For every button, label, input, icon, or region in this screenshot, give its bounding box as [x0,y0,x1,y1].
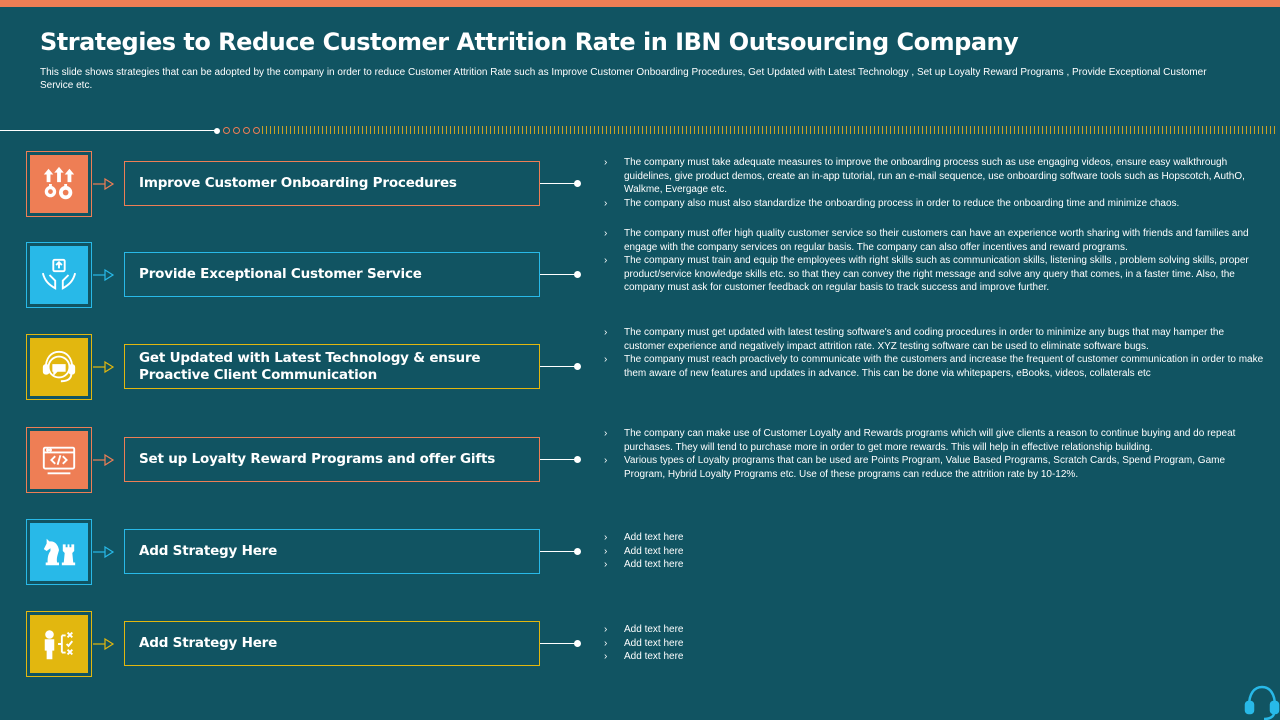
arrow-right-icon [93,268,115,282]
strategy-row: Add Strategy Here [0,519,1280,585]
connector-dot [574,271,581,278]
strategy-row: Provide Exceptional Customer Service [0,242,1280,308]
headset-icon [1244,685,1280,720]
strategy-row: Improve Customer Onboarding Procedures [0,151,1280,217]
divider-line [0,130,218,131]
arrow-right-icon [93,453,115,467]
strategy-label: Get Updated with Latest Technology & ens… [124,344,540,389]
strategy-icon-frame [26,611,92,677]
connector-dot [574,548,581,555]
strategy-details: The company must offer high quality cust… [604,227,1264,295]
bullet-item: Add text here [604,545,1264,559]
strategy-label: Set up Loyalty Reward Programs and offer… [124,437,540,482]
strategy-icon-frame [26,242,92,308]
page-subtitle: This slide shows strategies that can be … [40,67,1207,91]
hands-care-icon [41,258,77,290]
divider-dots [214,127,260,134]
bullet-item: The company must offer high quality cust… [604,227,1264,254]
strategy-details: Add text here Add text here Add text her… [604,623,1264,664]
bullet-item: The company can make use of Customer Loy… [604,427,1264,454]
strategy-details: Add text here Add text here Add text her… [604,531,1264,572]
arrow-right-icon [93,360,115,374]
bullet-item: The company must get updated with latest… [604,326,1264,353]
connector-line [540,551,578,552]
connector-dot [574,640,581,647]
connector-dot [574,180,581,187]
bullet-item: Add text here [604,637,1264,651]
connector-line [540,459,578,460]
bullet-item: Various types of Loyalty programs that c… [604,454,1264,481]
bullet-item: Add text here [604,623,1264,637]
strategy-icon-frame [26,519,92,585]
headset-support-icon [42,350,76,383]
arrow-right-icon [93,177,115,191]
strategy-icon-frame [26,151,92,217]
bullet-item: Add text here [604,558,1264,572]
code-window-icon [42,446,76,475]
connector-dot [574,363,581,370]
strategy-row: Get Updated with Latest Technology & ens… [0,334,1280,400]
chess-pieces-icon [43,538,76,566]
bullet-item: The company also must also standardize t… [604,197,1264,211]
strategy-label: Provide Exceptional Customer Service [124,252,540,297]
top-accent-bar [0,0,1280,7]
arrow-right-icon [93,637,115,651]
strategy-row: Add Strategy Here [0,611,1280,677]
arrow-right-icon [93,545,115,559]
gears-arrows-icon [43,166,75,200]
strategy-details: The company can make use of Customer Loy… [604,427,1264,481]
strategy-icon-frame [26,334,92,400]
connector-line [540,366,578,367]
divider-hatch [262,126,1278,134]
strategy-plan-icon [44,630,74,660]
bullet-item: The company must reach proactively to co… [604,353,1264,380]
strategy-icon-frame [26,427,92,493]
bullet-item: The company must train and equip the emp… [604,254,1264,295]
connector-line [540,183,578,184]
strategy-details: The company must take adequate measures … [604,156,1264,210]
connector-dot [574,456,581,463]
strategy-label: Add Strategy Here [124,529,540,574]
strategy-label: Add Strategy Here [124,621,540,666]
connector-line [540,274,578,275]
strategy-label: Improve Customer Onboarding Procedures [124,161,540,206]
strategy-row: Set up Loyalty Reward Programs and offer… [0,427,1280,493]
page-title: Strategies to Reduce Customer Attrition … [40,28,1019,56]
bullet-item: The company must take adequate measures … [604,156,1264,197]
bullet-item: Add text here [604,650,1264,664]
connector-line [540,643,578,644]
strategy-details: The company must get updated with latest… [604,326,1264,380]
bullet-item: Add text here [604,531,1264,545]
